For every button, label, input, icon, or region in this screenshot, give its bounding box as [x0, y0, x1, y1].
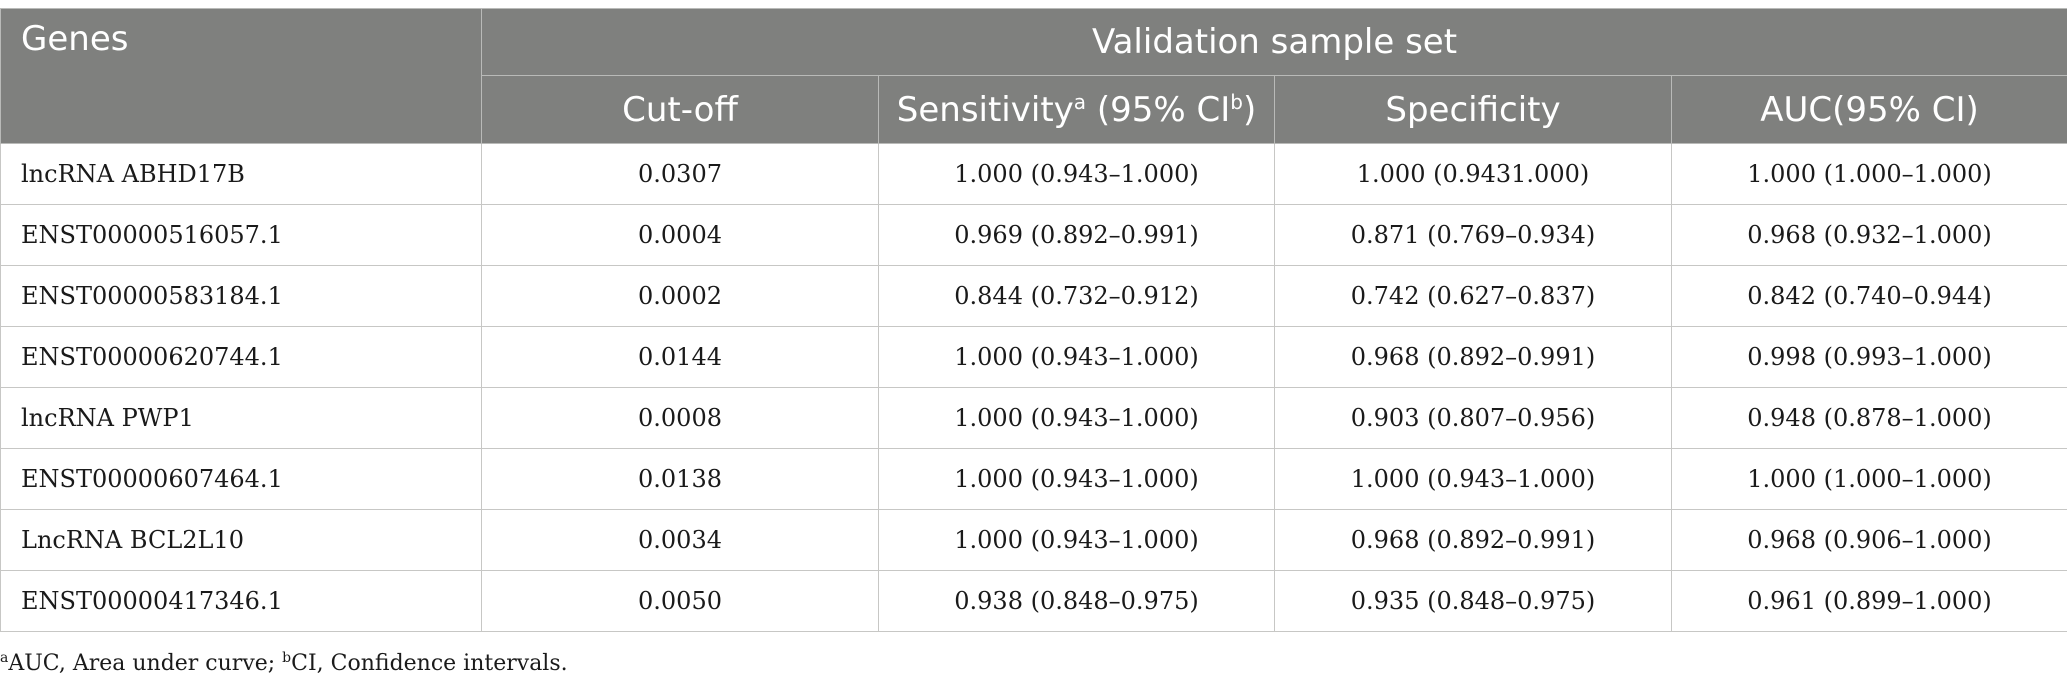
cell-cutoff: 0.0144 — [481, 326, 879, 388]
table-row: ENST00000607464.1 0.0138 1.000 (0.943–1.… — [0, 448, 2067, 510]
header-specificity: Specificity — [1274, 75, 1672, 144]
header-validation-sample-set: Validation sample set — [480, 8, 2067, 76]
cell-sensitivity: 1.000 (0.943–1.000) — [878, 143, 1275, 205]
cell-specificity: 1.000 (0.943–1.000) — [1274, 448, 1672, 510]
cell-auc: 0.968 (0.932–1.000) — [1670, 204, 2067, 266]
cell-cutoff: 0.0138 — [481, 448, 879, 510]
header-sensitivity-sup-a: a — [1073, 89, 1087, 114]
header-sensitivity-label: Sensitivity — [896, 89, 1074, 130]
header-sensitivity-ci-close: ) — [1242, 89, 1257, 130]
header-genes: Genes — [0, 8, 482, 144]
cell-sensitivity: 0.844 (0.732–0.912) — [878, 265, 1275, 327]
cell-auc: 0.961 (0.899–1.000) — [1670, 570, 2067, 632]
header-cutoff: Cut-off — [481, 75, 879, 144]
cell-auc: 1.000 (1.000–1.000) — [1670, 143, 2067, 205]
header-sensitivity-sup-b: b — [1230, 89, 1243, 114]
table-row: ENST00000516057.1 0.0004 0.969 (0.892–0.… — [0, 204, 2067, 266]
cell-specificity: 0.968 (0.892–0.991) — [1274, 509, 1672, 571]
cell-sensitivity: 0.938 (0.848–0.975) — [878, 570, 1275, 632]
table-row: lncRNA ABHD17B 0.0307 1.000 (0.943–1.000… — [0, 143, 2067, 205]
table-row: ENST00000620744.1 0.0144 1.000 (0.943–1.… — [0, 326, 2067, 388]
cell-cutoff: 0.0002 — [481, 265, 879, 327]
cell-auc: 0.968 (0.906–1.000) — [1670, 509, 2067, 571]
cell-specificity: 0.871 (0.769–0.934) — [1274, 204, 1672, 266]
cell-gene: lncRNA PWP1 — [0, 387, 482, 449]
header-sensitivity: Sensitivitya (95% CIb) — [878, 75, 1275, 144]
cell-auc: 0.998 (0.993–1.000) — [1670, 326, 2067, 388]
cell-gene: LncRNA BCL2L10 — [0, 509, 482, 571]
cell-sensitivity: 1.000 (0.943–1.000) — [878, 509, 1275, 571]
cell-specificity: 0.968 (0.892–0.991) — [1274, 326, 1672, 388]
header-auc: AUC(95% CI) — [1670, 75, 2067, 144]
cell-gene: ENST00000417346.1 — [0, 570, 482, 632]
header-sensitivity-ci-open: (95% CI — [1086, 89, 1231, 130]
footnote-text-a: AUC, Area under curve; — [8, 651, 283, 676]
cell-sensitivity: 1.000 (0.943–1.000) — [878, 448, 1275, 510]
table-body: lncRNA ABHD17B 0.0307 1.000 (0.943–1.000… — [0, 143, 2067, 632]
table-footnote: aAUC, Area under curve; bCI, Confidence … — [0, 651, 568, 676]
cell-gene: ENST00000620744.1 — [0, 326, 482, 388]
table-row: ENST00000417346.1 0.0050 0.938 (0.848–0.… — [0, 570, 2067, 632]
cell-cutoff: 0.0004 — [481, 204, 879, 266]
cell-gene: ENST00000583184.1 — [0, 265, 482, 327]
table-header: Genes Validation sample set Cut-off Sens… — [0, 8, 2067, 144]
table-container: Genes Validation sample set Cut-off Sens… — [0, 8, 2067, 632]
cell-cutoff: 0.0034 — [481, 509, 879, 571]
cell-gene: ENST00000516057.1 — [0, 204, 482, 266]
cell-sensitivity: 0.969 (0.892–0.991) — [878, 204, 1275, 266]
table-row: lncRNA PWP1 0.0008 1.000 (0.943–1.000) 0… — [0, 387, 2067, 449]
footnote-sup-b: b — [282, 650, 292, 666]
cell-gene: lncRNA ABHD17B — [0, 143, 482, 205]
table-row: ENST00000583184.1 0.0002 0.844 (0.732–0.… — [0, 265, 2067, 327]
cell-auc: 1.000 (1.000–1.000) — [1670, 448, 2067, 510]
cell-specificity: 0.935 (0.848–0.975) — [1274, 570, 1672, 632]
footnote-sup-a: a — [0, 650, 9, 666]
cell-specificity: 0.903 (0.807–0.956) — [1274, 387, 1672, 449]
cell-cutoff: 0.0307 — [481, 143, 879, 205]
table-row: LncRNA BCL2L10 0.0034 1.000 (0.943–1.000… — [0, 509, 2067, 571]
cell-cutoff: 0.0008 — [481, 387, 879, 449]
cell-gene: ENST00000607464.1 — [0, 448, 482, 510]
cell-specificity: 0.742 (0.627–0.837) — [1274, 265, 1672, 327]
results-table: Genes Validation sample set Cut-off Sens… — [0, 8, 2067, 632]
cell-auc: 0.948 (0.878–1.000) — [1670, 387, 2067, 449]
cell-cutoff: 0.0050 — [481, 570, 879, 632]
footnote-text-b: CI, Confidence intervals. — [291, 651, 568, 676]
cell-sensitivity: 1.000 (0.943–1.000) — [878, 326, 1275, 388]
cell-auc: 0.842 (0.740–0.944) — [1670, 265, 2067, 327]
cell-sensitivity: 1.000 (0.943–1.000) — [878, 387, 1275, 449]
cell-specificity: 1.000 (0.9431.000) — [1274, 143, 1672, 205]
